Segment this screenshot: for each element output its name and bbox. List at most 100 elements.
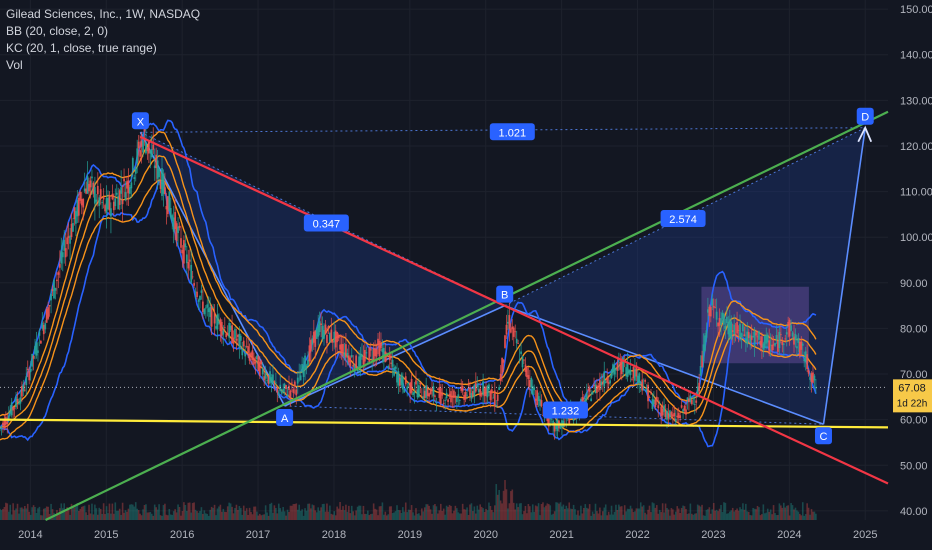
candle-body xyxy=(814,387,817,389)
volume-bar xyxy=(299,510,302,520)
candle-body xyxy=(540,400,543,407)
volume-bar xyxy=(353,515,356,520)
volume-bar xyxy=(788,515,791,520)
volume-bar xyxy=(291,505,293,520)
candle-body xyxy=(112,201,115,211)
candle-body xyxy=(536,390,539,406)
volume-bar xyxy=(124,510,127,520)
volume-bar xyxy=(769,509,772,520)
candle-body xyxy=(2,422,4,426)
candle-body xyxy=(473,384,476,398)
volume-bar xyxy=(298,504,301,520)
candle-body xyxy=(255,355,258,360)
volume-bar xyxy=(634,511,636,520)
volume-bar xyxy=(434,503,436,520)
volume-bar xyxy=(73,507,76,520)
volume-bar xyxy=(674,511,677,520)
volume-bar xyxy=(61,508,64,520)
volume-bar xyxy=(530,512,533,520)
candle-body xyxy=(701,355,703,367)
x-tick-label: 2019 xyxy=(398,529,422,541)
candle-body xyxy=(796,346,798,349)
candle-body xyxy=(790,325,792,331)
candle-body xyxy=(671,414,674,417)
volume-bar xyxy=(270,502,273,520)
candle-body xyxy=(225,333,228,338)
y-tick-label: 50.00 xyxy=(900,460,928,472)
volume-bar xyxy=(521,514,524,520)
candle-body xyxy=(600,381,603,386)
volume-bar xyxy=(346,511,349,520)
candle-body xyxy=(336,331,339,343)
volume-bar xyxy=(188,502,191,520)
candle-body xyxy=(460,387,463,391)
candle-body xyxy=(604,381,607,383)
volume-bar xyxy=(512,502,515,520)
volume-bar xyxy=(333,511,336,520)
volume-bar xyxy=(153,504,156,520)
volume-bar xyxy=(47,506,49,520)
volume-bar xyxy=(626,508,629,520)
y-tick-label: 120.00 xyxy=(900,141,932,153)
x-tick-label: 2025 xyxy=(853,529,877,541)
volume-bar xyxy=(204,513,207,520)
volume-bar xyxy=(568,502,571,520)
volume-bar xyxy=(91,503,93,520)
volume-bar xyxy=(139,513,141,520)
candle-body xyxy=(342,343,344,356)
volume-bar xyxy=(231,506,233,520)
volume-bar xyxy=(596,511,598,520)
candle-body xyxy=(352,364,355,367)
candle-body xyxy=(775,335,778,340)
candle-body xyxy=(371,358,374,360)
volume-bar xyxy=(133,506,136,520)
candle-body xyxy=(358,356,360,369)
candle-body xyxy=(92,182,95,194)
volume-bar xyxy=(336,506,338,520)
volume-bar xyxy=(679,512,681,520)
candle-body xyxy=(136,148,139,164)
candle-body xyxy=(83,188,86,192)
volume-bar xyxy=(88,504,90,520)
ratio-label-bg xyxy=(489,123,535,141)
volume-bar xyxy=(797,511,800,520)
candle-body xyxy=(476,385,479,387)
volume-bar xyxy=(275,507,277,520)
x-tick-label: 2018 xyxy=(322,529,346,541)
chart-legend: Gilead Sciences, Inc., 1W, NASDAQ BB (20… xyxy=(6,6,200,74)
candle-body xyxy=(216,314,219,330)
volume-bar xyxy=(572,504,575,520)
volume-bar xyxy=(688,513,690,520)
volume-bar xyxy=(212,507,214,520)
volume-bar xyxy=(31,507,33,520)
volume-bar xyxy=(64,511,67,520)
candle-body xyxy=(311,338,314,345)
volume-bar xyxy=(130,504,133,520)
volume-bar xyxy=(774,513,776,520)
candle-body xyxy=(744,338,747,342)
harmonic-pattern xyxy=(139,125,873,425)
volume-bar xyxy=(701,504,703,520)
candle-body xyxy=(723,314,725,325)
volume-bar xyxy=(162,505,165,520)
ratio-label-text: 2.574 xyxy=(669,214,697,226)
candle-body xyxy=(782,343,785,345)
candle-body xyxy=(807,370,810,374)
volume-bar xyxy=(453,510,455,520)
candle-body xyxy=(798,341,801,357)
candle-body xyxy=(168,191,171,211)
volume-bar xyxy=(577,510,579,520)
candle-body xyxy=(625,367,628,377)
x-tick-label: 2017 xyxy=(246,529,270,541)
candle-body xyxy=(102,197,105,200)
volume-bar xyxy=(209,509,211,520)
candle-body xyxy=(374,348,377,357)
candle-body xyxy=(131,158,134,171)
candle-body xyxy=(74,211,77,224)
candle-body xyxy=(669,410,671,418)
candle-body xyxy=(187,262,190,269)
volume-bar xyxy=(301,509,303,520)
candle-body xyxy=(18,402,20,405)
volume-bar xyxy=(302,515,305,520)
